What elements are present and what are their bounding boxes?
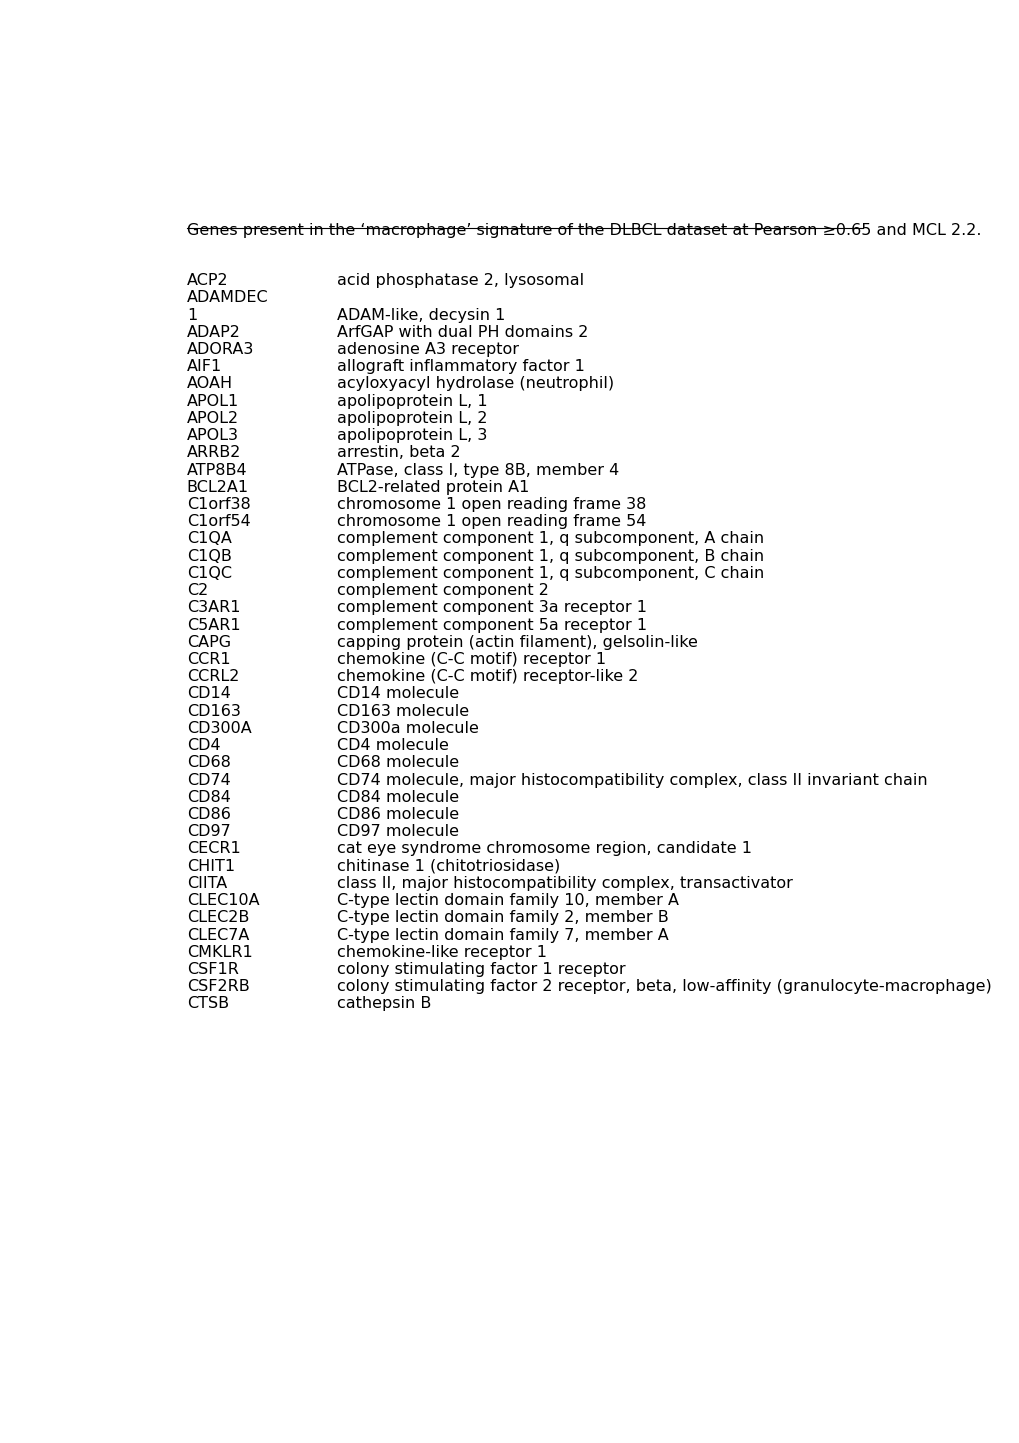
Text: CIITA: CIITA — [186, 876, 227, 890]
Text: CD68: CD68 — [186, 755, 230, 771]
Text: C5AR1: C5AR1 — [186, 618, 240, 632]
Text: CD14 molecule: CD14 molecule — [336, 687, 459, 701]
Text: CCRL2: CCRL2 — [186, 670, 238, 684]
Text: CD84: CD84 — [186, 789, 230, 805]
Text: ATPase, class I, type 8B, member 4: ATPase, class I, type 8B, member 4 — [336, 463, 619, 478]
Text: C2: C2 — [186, 583, 208, 599]
Text: complement component 2: complement component 2 — [336, 583, 548, 599]
Text: CAPG: CAPG — [186, 635, 230, 649]
Text: chemokine-like receptor 1: chemokine-like receptor 1 — [336, 945, 546, 960]
Text: colony stimulating factor 1 receptor: colony stimulating factor 1 receptor — [336, 962, 625, 977]
Text: CD163 molecule: CD163 molecule — [336, 704, 469, 719]
Text: CD86: CD86 — [186, 807, 230, 823]
Text: apolipoprotein L, 1: apolipoprotein L, 1 — [336, 394, 487, 408]
Text: CD74: CD74 — [186, 772, 230, 788]
Text: CD163: CD163 — [186, 704, 240, 719]
Text: cat eye syndrome chromosome region, candidate 1: cat eye syndrome chromosome region, cand… — [336, 841, 751, 857]
Text: arrestin, beta 2: arrestin, beta 2 — [336, 446, 461, 460]
Text: complement component 1, q subcomponent, A chain: complement component 1, q subcomponent, … — [336, 531, 763, 547]
Text: CLEC10A: CLEC10A — [186, 893, 259, 908]
Text: AIF1: AIF1 — [186, 359, 222, 374]
Text: chromosome 1 open reading frame 38: chromosome 1 open reading frame 38 — [336, 496, 646, 512]
Text: C1QA: C1QA — [186, 531, 231, 547]
Text: CSF1R: CSF1R — [186, 962, 238, 977]
Text: ADAP2: ADAP2 — [186, 325, 240, 341]
Text: CHIT1: CHIT1 — [186, 859, 234, 873]
Text: apolipoprotein L, 2: apolipoprotein L, 2 — [336, 411, 487, 426]
Text: CD97 molecule: CD97 molecule — [336, 824, 459, 840]
Text: APOL3: APOL3 — [186, 429, 238, 443]
Text: C1orf38: C1orf38 — [186, 496, 251, 512]
Text: CCR1: CCR1 — [186, 652, 230, 667]
Text: C1QB: C1QB — [186, 548, 231, 564]
Text: CD4 molecule: CD4 molecule — [336, 739, 448, 753]
Text: apolipoprotein L, 3: apolipoprotein L, 3 — [336, 429, 487, 443]
Text: C-type lectin domain family 2, member B: C-type lectin domain family 2, member B — [336, 911, 668, 925]
Text: CD300a molecule: CD300a molecule — [336, 722, 478, 736]
Text: ACP2: ACP2 — [186, 273, 228, 289]
Text: APOL2: APOL2 — [186, 411, 238, 426]
Text: complement component 3a receptor 1: complement component 3a receptor 1 — [336, 600, 646, 615]
Text: C-type lectin domain family 7, member A: C-type lectin domain family 7, member A — [336, 928, 668, 942]
Text: ADORA3: ADORA3 — [186, 342, 254, 356]
Text: CD84 molecule: CD84 molecule — [336, 789, 459, 805]
Text: CD14: CD14 — [186, 687, 230, 701]
Text: BCL2-related protein A1: BCL2-related protein A1 — [336, 481, 529, 495]
Text: complement component 1, q subcomponent, B chain: complement component 1, q subcomponent, … — [336, 548, 763, 564]
Text: CMKLR1: CMKLR1 — [186, 945, 253, 960]
Text: CD97: CD97 — [186, 824, 230, 840]
Text: chemokine (C-C motif) receptor 1: chemokine (C-C motif) receptor 1 — [336, 652, 605, 667]
Text: 1: 1 — [186, 307, 197, 323]
Text: acid phosphatase 2, lysosomal: acid phosphatase 2, lysosomal — [336, 273, 584, 289]
Text: ADAM-like, decysin 1: ADAM-like, decysin 1 — [336, 307, 504, 323]
Text: complement component 1, q subcomponent, C chain: complement component 1, q subcomponent, … — [336, 566, 763, 582]
Text: C1orf54: C1orf54 — [186, 514, 251, 530]
Text: acyloxyacyl hydrolase (neutrophil): acyloxyacyl hydrolase (neutrophil) — [336, 377, 613, 391]
Text: CLEC2B: CLEC2B — [186, 911, 249, 925]
Text: chemokine (C-C motif) receptor-like 2: chemokine (C-C motif) receptor-like 2 — [336, 670, 638, 684]
Text: chromosome 1 open reading frame 54: chromosome 1 open reading frame 54 — [336, 514, 646, 530]
Text: ARRB2: ARRB2 — [186, 446, 240, 460]
Text: APOL1: APOL1 — [186, 394, 238, 408]
Text: complement component 5a receptor 1: complement component 5a receptor 1 — [336, 618, 646, 632]
Text: adenosine A3 receptor: adenosine A3 receptor — [336, 342, 519, 356]
Text: CLEC7A: CLEC7A — [186, 928, 249, 942]
Text: CD300A: CD300A — [186, 722, 252, 736]
Text: Genes present in the ‘macrophage’ signature of the DLBCL dataset at Pearson ≥0.6: Genes present in the ‘macrophage’ signat… — [186, 224, 980, 238]
Text: ATP8B4: ATP8B4 — [186, 463, 248, 478]
Text: cathepsin B: cathepsin B — [336, 997, 431, 1012]
Text: CTSB: CTSB — [186, 997, 228, 1012]
Text: CD74 molecule, major histocompatibility complex, class II invariant chain: CD74 molecule, major histocompatibility … — [336, 772, 926, 788]
Text: CECR1: CECR1 — [186, 841, 240, 857]
Text: C-type lectin domain family 10, member A: C-type lectin domain family 10, member A — [336, 893, 679, 908]
Text: class II, major histocompatibility complex, transactivator: class II, major histocompatibility compl… — [336, 876, 792, 890]
Text: capping protein (actin filament), gelsolin-like: capping protein (actin filament), gelsol… — [336, 635, 697, 649]
Text: allograft inflammatory factor 1: allograft inflammatory factor 1 — [336, 359, 584, 374]
Text: C3AR1: C3AR1 — [186, 600, 240, 615]
Text: CSF2RB: CSF2RB — [186, 980, 250, 994]
Text: AOAH: AOAH — [186, 377, 232, 391]
Text: ADAMDEC: ADAMDEC — [186, 290, 268, 306]
Text: CD4: CD4 — [186, 739, 220, 753]
Text: chitinase 1 (chitotriosidase): chitinase 1 (chitotriosidase) — [336, 859, 559, 873]
Text: CD86 molecule: CD86 molecule — [336, 807, 459, 823]
Text: CD68 molecule: CD68 molecule — [336, 755, 459, 771]
Text: C1QC: C1QC — [186, 566, 231, 582]
Text: colony stimulating factor 2 receptor, beta, low-affinity (granulocyte-macrophage: colony stimulating factor 2 receptor, be… — [336, 980, 990, 994]
Text: BCL2A1: BCL2A1 — [186, 481, 249, 495]
Text: ArfGAP with dual PH domains 2: ArfGAP with dual PH domains 2 — [336, 325, 588, 341]
